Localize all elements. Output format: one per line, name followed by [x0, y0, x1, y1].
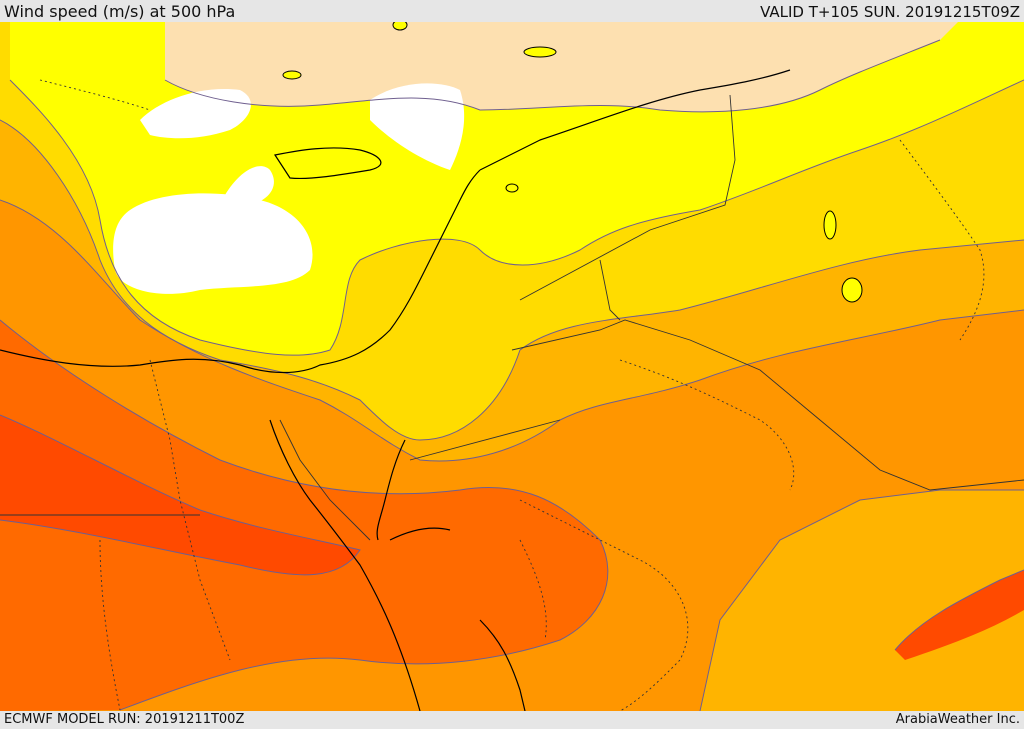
calm-zone-central	[113, 193, 313, 294]
footer-bar: ECMWF MODEL RUN: 20191211T00Z ArabiaWeat…	[0, 711, 1024, 729]
calm-zone-cyprus-west	[225, 166, 274, 205]
band-red-east	[895, 570, 1024, 660]
coastlines	[0, 69, 791, 711]
band-red-core	[0, 415, 360, 575]
band-beige	[165, 20, 960, 112]
band-light-orange-se	[700, 490, 1024, 711]
wind-speed-map	[0, 20, 1024, 711]
valid-time: VALID T+105 SUN. 20191215T09Z	[760, 3, 1020, 21]
political-borders	[0, 79, 1024, 711]
header-bar: Wind speed (m/s) at 500 hPa VALID T+105 …	[0, 0, 1024, 22]
brand-label: ArabiaWeather Inc.	[895, 712, 1020, 727]
water-bodies	[282, 20, 863, 303]
map-title: Wind speed (m/s) at 500 hPa	[4, 2, 236, 21]
speed-contours	[0, 39, 1024, 711]
model-run-label: ECMWF MODEL RUN: 20191211T00Z	[4, 712, 245, 727]
band-deep-orange	[0, 320, 608, 711]
calm-zone-anatolia	[370, 83, 465, 170]
calm-zone-crete	[140, 89, 251, 139]
